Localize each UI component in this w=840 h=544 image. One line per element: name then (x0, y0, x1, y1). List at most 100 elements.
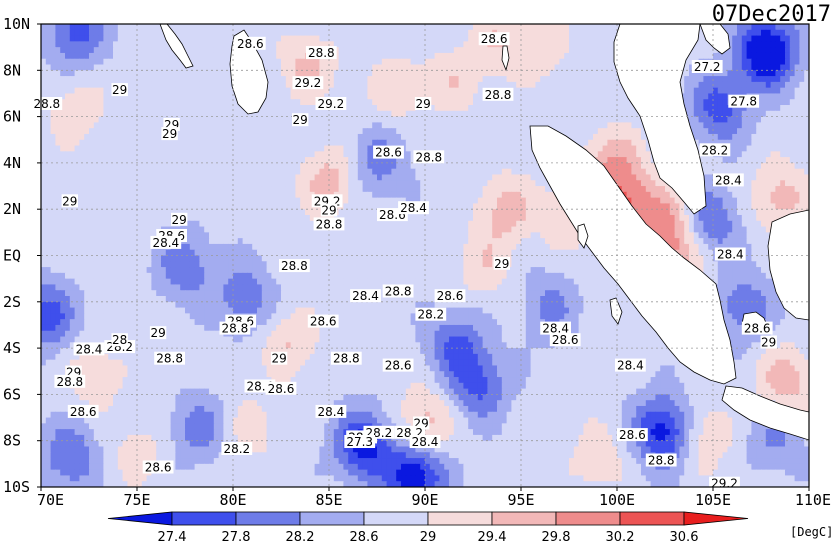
field-cell (473, 81, 479, 89)
field-cell (535, 64, 541, 71)
field-cell (204, 191, 210, 199)
field-cell (74, 35, 80, 42)
field-cell (300, 191, 306, 199)
field-cell (271, 64, 277, 71)
field-cell (713, 168, 719, 176)
field-cell (799, 81, 805, 89)
field-cell (405, 162, 412, 170)
field-cell (285, 35, 292, 42)
field-cell (765, 145, 772, 152)
field-cell (511, 87, 517, 95)
field-cell (593, 64, 599, 71)
field-cell (300, 145, 306, 152)
field-cell (415, 145, 421, 152)
field-cell (487, 110, 493, 118)
field-cell (717, 52, 724, 60)
field-cell (103, 64, 109, 71)
field-cell (381, 76, 388, 83)
field-cell (372, 157, 378, 164)
field-cell (684, 58, 690, 66)
field-cell (525, 180, 532, 187)
field-cell (564, 58, 570, 66)
field-cell (194, 47, 200, 54)
field-cell (137, 58, 143, 66)
field-cell (233, 110, 239, 118)
field-cell (223, 99, 229, 106)
field-cell (737, 105, 743, 112)
field-cell (545, 180, 551, 187)
field-cell (79, 186, 85, 193)
field-cell (492, 116, 498, 123)
field-cell (626, 180, 632, 187)
field-cell (516, 64, 522, 71)
field-cell (276, 133, 282, 141)
field-cell (141, 139, 148, 147)
field-cell (199, 64, 205, 71)
field-cell (564, 105, 570, 112)
field-cell (228, 151, 234, 158)
field-cell (204, 162, 210, 170)
field-cell (497, 162, 503, 170)
field-cell (281, 197, 287, 205)
field-cell (89, 151, 95, 158)
field-cell (545, 105, 551, 112)
field-cell (185, 157, 191, 164)
field-cell (554, 29, 560, 37)
field-cell (751, 24, 757, 31)
field-cell (612, 133, 618, 141)
field-cell (732, 29, 738, 37)
field-cell (266, 174, 272, 181)
field-cell (799, 186, 805, 193)
field-cell (108, 122, 114, 129)
field-cell (45, 41, 52, 48)
field-cell (612, 29, 618, 37)
field-cell (420, 76, 426, 83)
field-cell (213, 180, 220, 187)
field-cell (650, 180, 656, 187)
field-cell (741, 105, 748, 112)
field-cell (290, 180, 296, 187)
field-cell (727, 105, 733, 112)
field-cell (305, 157, 311, 164)
field-cell (74, 180, 80, 187)
field-cell (732, 191, 738, 199)
field-cell (425, 197, 431, 205)
field-cell (194, 139, 200, 147)
field-cell (343, 168, 349, 176)
field-cell (237, 197, 244, 205)
field-cell (765, 122, 772, 129)
field-cell (261, 110, 268, 118)
field-cell (362, 99, 368, 106)
field-cell (569, 41, 575, 48)
field-cell (593, 122, 599, 129)
field-cell (84, 168, 90, 176)
field-cell (257, 186, 263, 193)
field-cell (804, 105, 809, 112)
field-cell (794, 70, 800, 77)
field-cell (770, 122, 776, 129)
field-cell (194, 122, 200, 129)
field-cell (405, 180, 412, 187)
field-cell (789, 35, 796, 42)
field-cell (722, 110, 728, 118)
field-cell (242, 122, 248, 129)
field-cell (233, 180, 239, 187)
field-cell (151, 122, 157, 129)
field-cell (804, 52, 809, 60)
field-cell (453, 93, 460, 100)
field-cell (741, 81, 748, 89)
field-cell (137, 110, 143, 118)
field-cell (353, 151, 359, 158)
field-cell (132, 87, 138, 95)
field-cell (439, 47, 445, 54)
field-cell (84, 81, 90, 89)
field-cell (305, 128, 311, 135)
field-cell (98, 81, 104, 89)
field-cell (497, 47, 503, 54)
field-cell (434, 133, 440, 141)
field-cell (185, 162, 191, 170)
field-cell (319, 157, 325, 164)
field-cell (765, 174, 772, 181)
field-cell (785, 81, 791, 89)
field-cell (41, 191, 47, 199)
